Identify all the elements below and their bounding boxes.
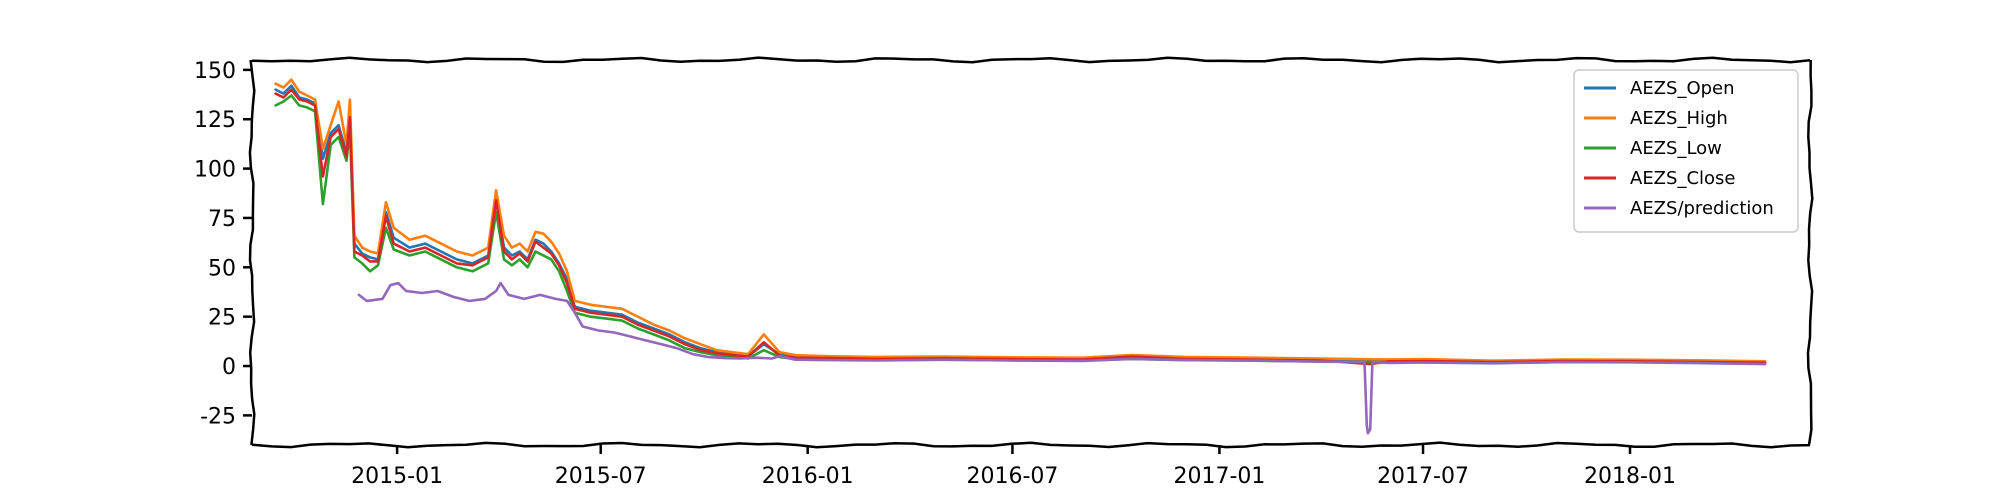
series-line-aezs-prediction	[357, 281, 1767, 435]
legend-label: AEZS_Low	[1630, 138, 1722, 159]
legend-box	[1573, 69, 1799, 233]
x-tick-label: 2017-01	[1173, 464, 1265, 489]
legend-label: AEZS_High	[1630, 108, 1728, 129]
legend-label: AEZS_Close	[1630, 168, 1735, 189]
series-line-aezs-low	[274, 94, 1767, 365]
x-tick-label: 2015-07	[555, 464, 647, 489]
legend-label: AEZS/prediction	[1630, 198, 1774, 219]
x-tick-label: 2016-01	[762, 464, 854, 489]
y-tick-label: 75	[208, 207, 236, 232]
x-tick-label: 2016-07	[966, 464, 1058, 489]
y-tick-label: 125	[194, 108, 236, 133]
x-tick-label: 2018-01	[1584, 464, 1676, 489]
legend: AEZS_Open AEZS_High AEZS_Low AEZS_Close AEZS…	[1573, 69, 1799, 233]
series-layer	[274, 78, 1767, 435]
plot-frame	[248, 56, 1814, 449]
legend-label: AEZS_Open	[1630, 78, 1735, 99]
x-tick-label: 2015-01	[351, 464, 443, 489]
y-tick-label: 50	[208, 256, 236, 281]
y-tick-label: 100	[194, 158, 236, 183]
series-line-aezs-close	[274, 88, 1767, 366]
y-axis: 150 125 100 75 50 25 0 -25	[194, 59, 252, 429]
x-tick-label: 2017-07	[1377, 464, 1469, 489]
x-axis: 2015-01 2015-07 2016-01 2016-07 2017-01 2017-…	[351, 445, 1676, 489]
y-tick-label: 0	[222, 355, 236, 380]
y-tick-label: 25	[208, 306, 236, 331]
y-tick-label: 150	[194, 59, 236, 84]
y-tick-label: -25	[200, 404, 236, 429]
